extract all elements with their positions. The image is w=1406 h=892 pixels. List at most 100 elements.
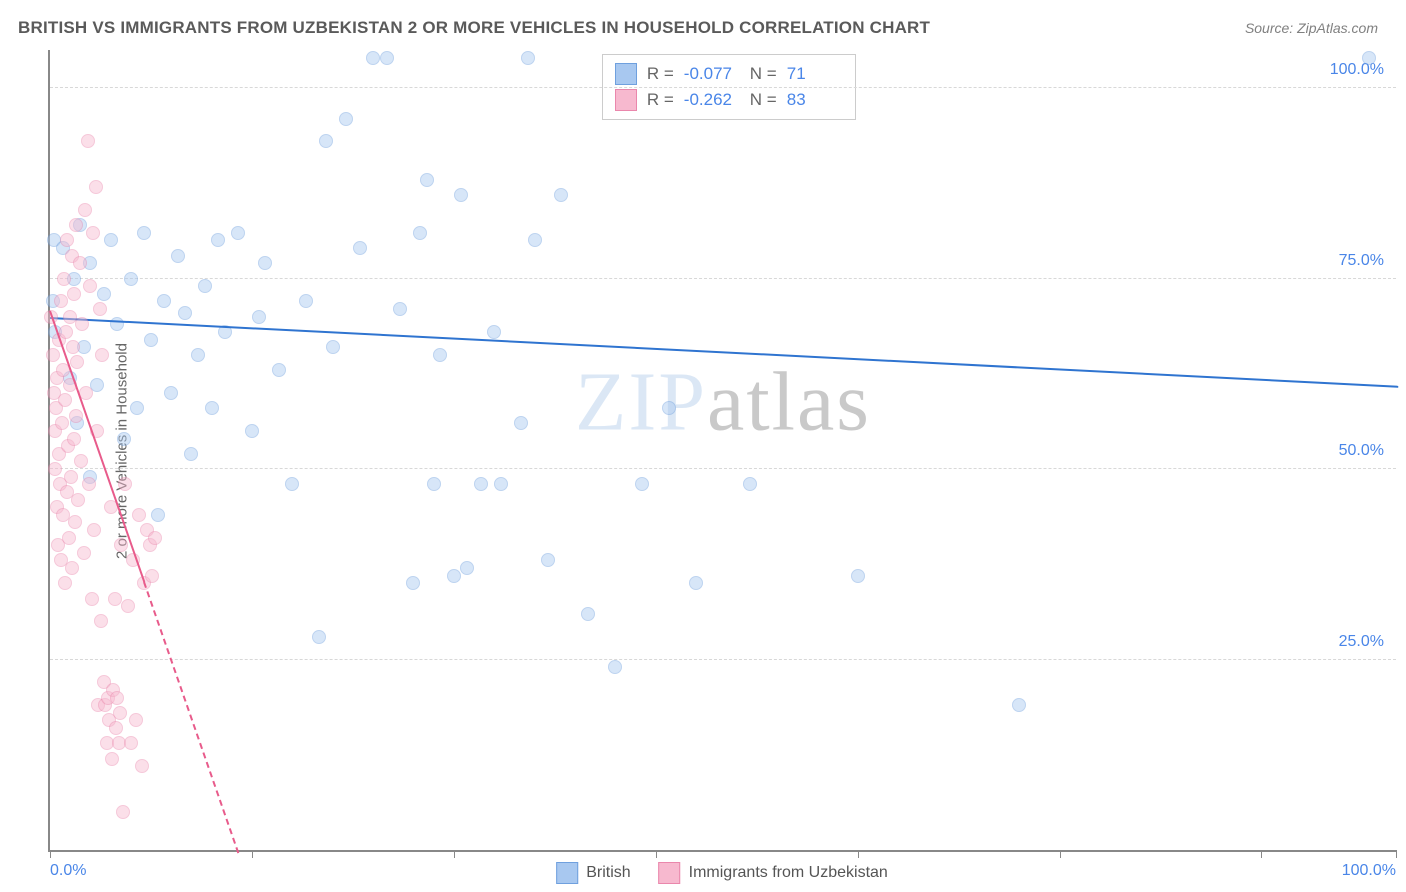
scatter-point xyxy=(54,294,68,308)
scatter-point xyxy=(380,51,394,65)
x-tick xyxy=(50,850,51,858)
gridline xyxy=(50,468,1396,469)
legend-swatch xyxy=(556,862,578,884)
trend-line xyxy=(50,317,1398,388)
x-tick xyxy=(1060,850,1061,858)
scatter-point xyxy=(77,546,91,560)
scatter-point xyxy=(87,523,101,537)
legend-swatch xyxy=(615,63,637,85)
legend-item: Immigrants from Uzbekistan xyxy=(659,862,888,884)
scatter-point xyxy=(113,706,127,720)
scatter-point xyxy=(157,294,171,308)
scatter-point xyxy=(58,393,72,407)
scatter-point xyxy=(258,256,272,270)
x-tick xyxy=(1396,850,1397,858)
stats-row: R =-0.077N =71 xyxy=(615,61,843,87)
gridline xyxy=(50,87,1396,88)
scatter-point xyxy=(581,607,595,621)
stat-r-value: -0.077 xyxy=(684,64,740,84)
scatter-point xyxy=(413,226,427,240)
scatter-point xyxy=(420,173,434,187)
scatter-point xyxy=(74,454,88,468)
stat-r-value: -0.262 xyxy=(684,90,740,110)
chart-area: 2 or more Vehicles in Household ZIPatlas… xyxy=(48,50,1396,852)
scatter-point xyxy=(1362,51,1376,65)
stat-n-value: 83 xyxy=(787,90,843,110)
scatter-point xyxy=(1012,698,1026,712)
scatter-point xyxy=(58,576,72,590)
scatter-point xyxy=(521,51,535,65)
scatter-point xyxy=(93,302,107,316)
scatter-point xyxy=(68,515,82,529)
chart-header: BRITISH VS IMMIGRANTS FROM UZBEKISTAN 2 … xyxy=(0,0,1406,46)
stat-r-label: R = xyxy=(647,64,674,84)
stats-row: R =-0.262N =83 xyxy=(615,87,843,113)
legend-swatch xyxy=(659,862,681,884)
scatter-point xyxy=(198,279,212,293)
scatter-point xyxy=(94,614,108,628)
scatter-point xyxy=(433,348,447,362)
scatter-point xyxy=(81,134,95,148)
scatter-point xyxy=(454,188,468,202)
scatter-point xyxy=(55,416,69,430)
scatter-point xyxy=(78,203,92,217)
scatter-point xyxy=(69,409,83,423)
scatter-point xyxy=(108,592,122,606)
y-tick-label: 50.0% xyxy=(1339,442,1384,460)
scatter-point xyxy=(743,477,757,491)
scatter-point xyxy=(145,569,159,583)
y-tick-label: 25.0% xyxy=(1339,633,1384,651)
stat-n-label: N = xyxy=(750,90,777,110)
scatter-point xyxy=(851,569,865,583)
scatter-point xyxy=(460,561,474,575)
legend-item: British xyxy=(556,862,630,884)
scatter-point xyxy=(164,386,178,400)
scatter-point xyxy=(366,51,380,65)
scatter-point xyxy=(319,134,333,148)
scatter-point xyxy=(285,477,299,491)
scatter-point xyxy=(427,477,441,491)
scatter-point xyxy=(105,752,119,766)
scatter-point xyxy=(86,226,100,240)
scatter-point xyxy=(130,401,144,415)
watermark-part-1: ZIP xyxy=(575,356,707,449)
scatter-point xyxy=(48,462,62,476)
scatter-point xyxy=(89,180,103,194)
scatter-point xyxy=(132,508,146,522)
x-tick-label: 0.0% xyxy=(50,862,86,880)
plot-region: ZIPatlas R =-0.077N =71R =-0.262N =83 25… xyxy=(48,50,1396,852)
scatter-point xyxy=(75,317,89,331)
scatter-point xyxy=(148,531,162,545)
scatter-point xyxy=(83,279,97,293)
scatter-point xyxy=(82,477,96,491)
watermark-part-2: atlas xyxy=(707,356,871,449)
chart-source: Source: ZipAtlas.com xyxy=(1245,20,1378,36)
scatter-point xyxy=(69,218,83,232)
y-tick-label: 75.0% xyxy=(1339,252,1384,270)
gridline xyxy=(50,659,1396,660)
scatter-point xyxy=(178,306,192,320)
scatter-point xyxy=(171,249,185,263)
scatter-point xyxy=(231,226,245,240)
scatter-point xyxy=(528,233,542,247)
scatter-point xyxy=(64,470,78,484)
scatter-point xyxy=(121,599,135,613)
series-legend: British Immigrants from Uzbekistan xyxy=(556,862,888,884)
scatter-point xyxy=(67,287,81,301)
scatter-point xyxy=(57,272,71,286)
scatter-point xyxy=(104,233,118,247)
scatter-point xyxy=(63,310,77,324)
scatter-point xyxy=(554,188,568,202)
chart-title: BRITISH VS IMMIGRANTS FROM UZBEKISTAN 2 … xyxy=(18,18,930,38)
scatter-point xyxy=(151,508,165,522)
x-tick xyxy=(252,850,253,858)
scatter-point xyxy=(59,325,73,339)
scatter-point xyxy=(135,759,149,773)
stat-n-value: 71 xyxy=(787,64,843,84)
scatter-point xyxy=(95,348,109,362)
scatter-point xyxy=(191,348,205,362)
trend-line xyxy=(143,582,239,854)
scatter-point xyxy=(299,294,313,308)
scatter-point xyxy=(662,401,676,415)
scatter-point xyxy=(474,477,488,491)
